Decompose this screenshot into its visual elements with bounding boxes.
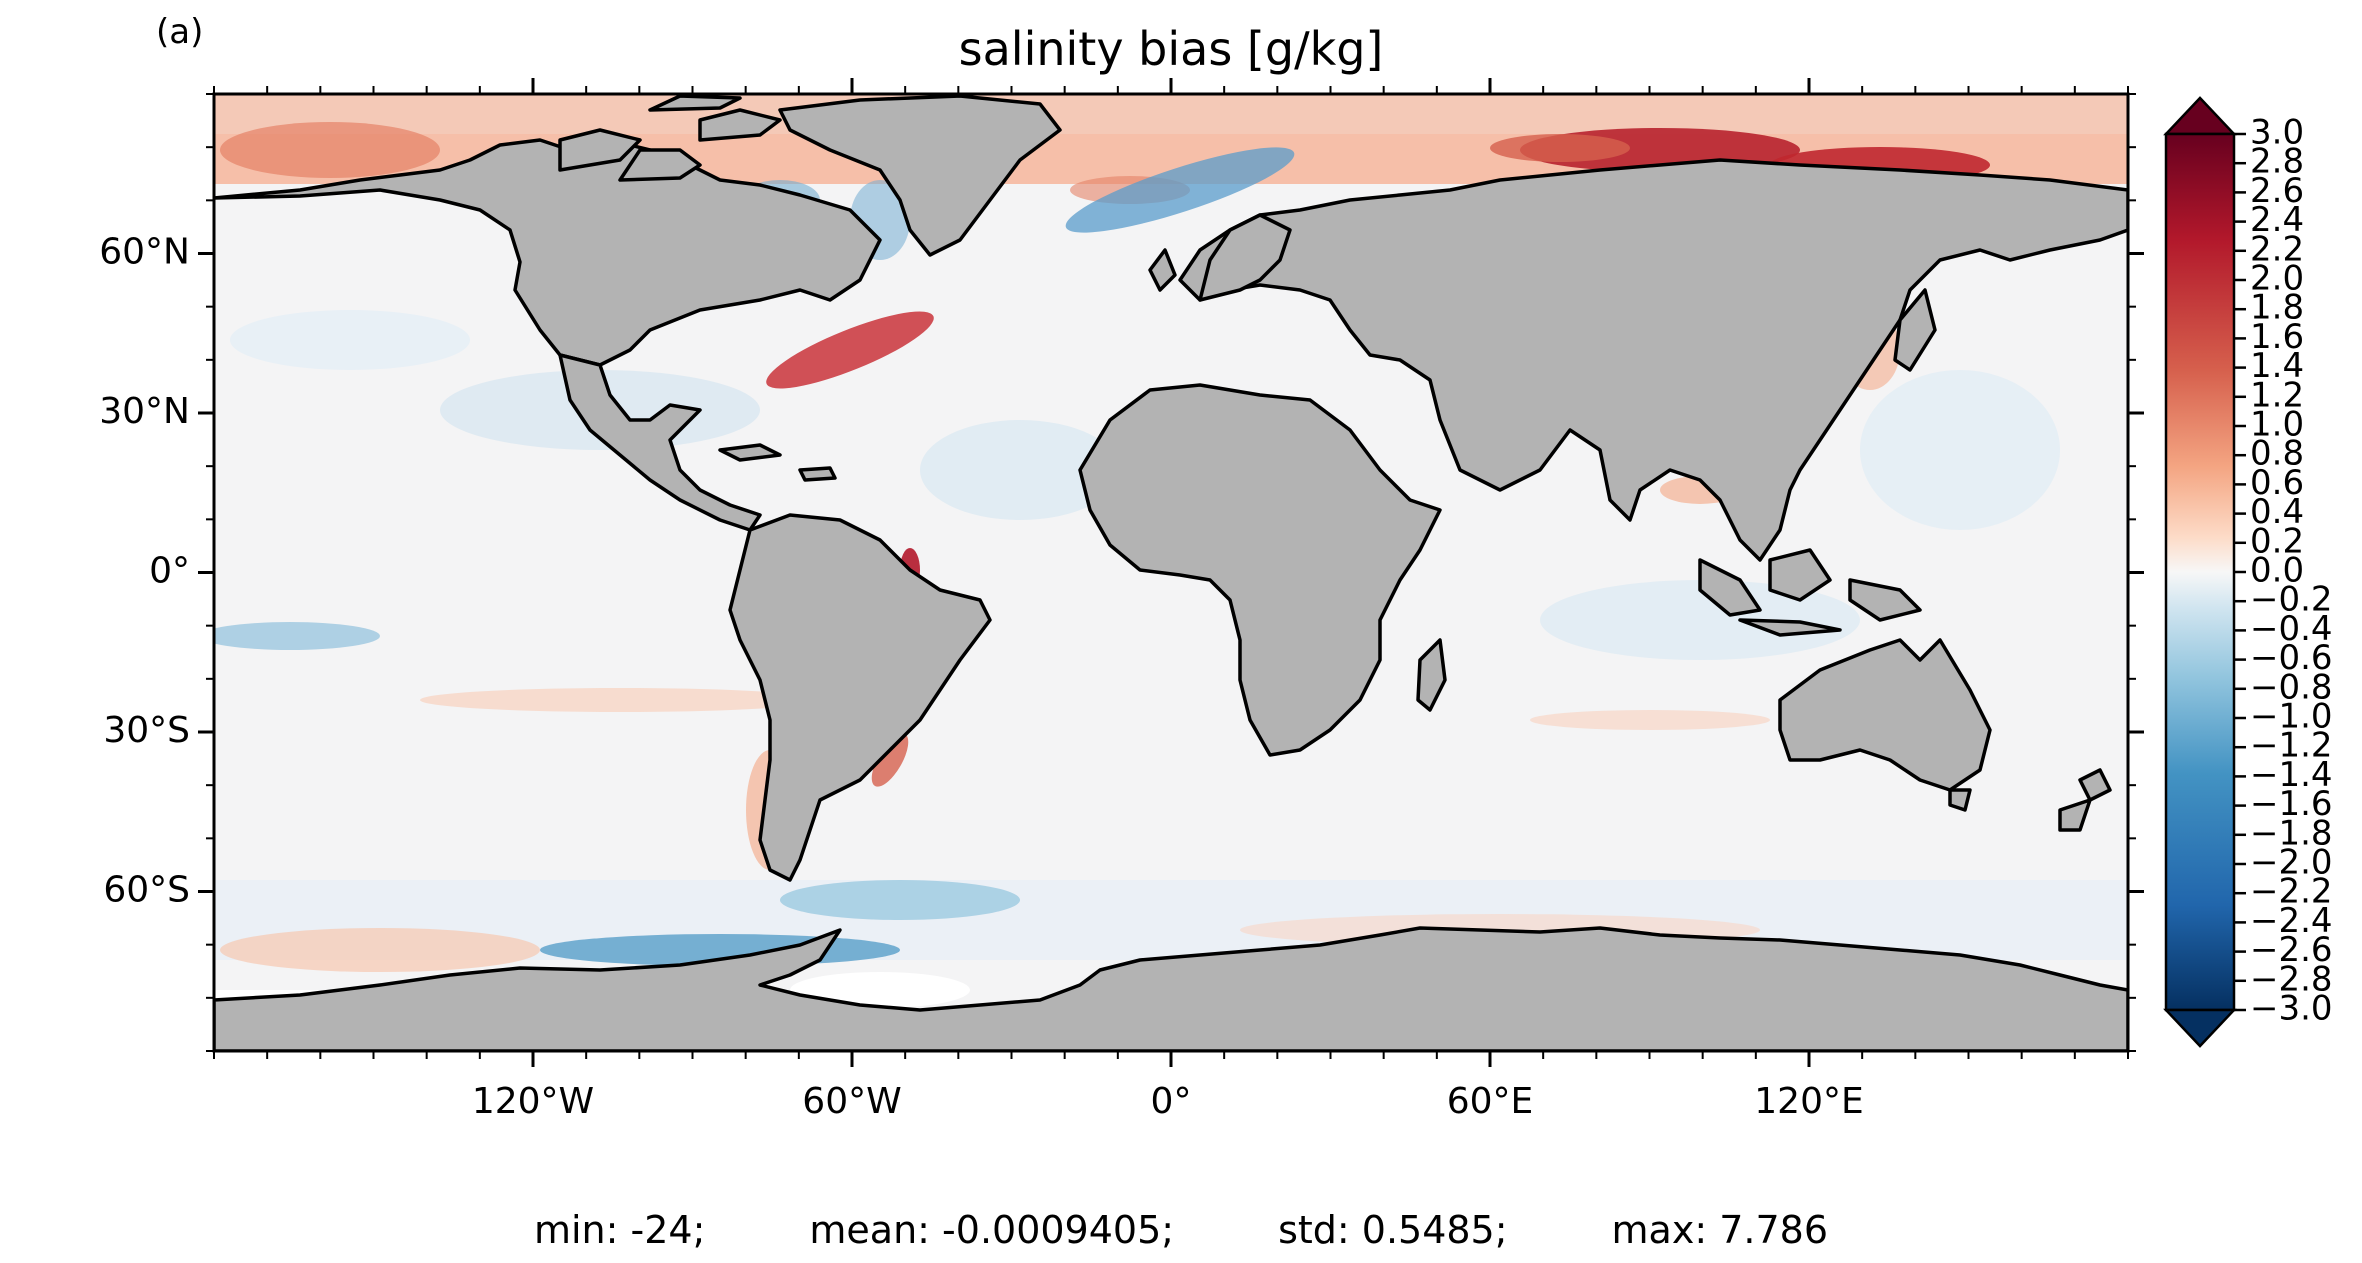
colorbar-tick-label: −2.2: [2250, 872, 2333, 912]
landmass-australia: [1778, 638, 1992, 792]
colorbar-tick-label: 2.2: [2250, 229, 2304, 269]
colorbar-tick-label: −1.6: [2250, 784, 2333, 824]
colorbar-tick-label: −1.4: [2250, 755, 2333, 795]
colorbar-tick-label: −1.8: [2250, 813, 2333, 853]
landmass-scandinavia: [1198, 213, 1292, 302]
colorbar-tick-label: 2.8: [2250, 142, 2304, 182]
colorbar-tick-label: −0.2: [2250, 580, 2333, 620]
colorbar-tick-label: −0.4: [2250, 609, 2333, 649]
colorbar-tick-label: 2.4: [2250, 200, 2304, 240]
colorbar-tick-label: 2.0: [2250, 259, 2304, 299]
lon-tick-label: 120°W: [472, 1081, 594, 1122]
colorbar-tick-label: 1.2: [2250, 375, 2304, 415]
stat-mean: mean: -0.0009405;: [809, 1208, 1175, 1252]
landmass-antarctica: [214, 926, 2128, 1051]
axis-tick-labels: 120°W 60°W 0° 60°E 120°E 60°N 30°N 0° 30°S 60°S: [99, 232, 1863, 1123]
colorbar-tick-label: −0.8: [2250, 667, 2333, 707]
map-title: salinity bias [g/kg]: [958, 22, 1384, 76]
colorbar-tick-label: −3.0: [2250, 989, 2333, 1029]
colorbar-tick-label: 0.8: [2250, 434, 2304, 474]
colorbar-tick-label: −1.2: [2250, 726, 2333, 766]
colorbar-tick-label: −2.4: [2250, 901, 2333, 941]
landmass-eurasia: [1178, 158, 2128, 562]
colorbar-body: [2164, 132, 2236, 1012]
lon-tick-label: 0°: [1151, 1081, 1192, 1122]
colorbar-tick-label: 0.2: [2250, 521, 2304, 561]
lat-tick-label: 60°S: [103, 870, 190, 911]
colorbar-extend-high: [2163, 96, 2237, 136]
colorbar-tick-label: 1.0: [2250, 405, 2304, 445]
stats-line: min: -24; mean: -0.0009405; std: 0.5485; ma…: [0, 1208, 2362, 1252]
landmass-north-america: [214, 138, 882, 367]
stat-min: min: -24;: [533, 1208, 706, 1252]
lat-tick-label: 30°N: [99, 391, 190, 432]
colorbar-tick-label: −2.0: [2250, 843, 2333, 883]
land-masses: [214, 94, 2128, 1051]
bias-field: [214, 94, 2128, 1020]
lat-tick-label: 30°S: [103, 710, 190, 751]
landmass-africa: [1078, 383, 1442, 757]
lon-tick-label: 60°W: [802, 1081, 901, 1122]
colorbar-tick-label: 1.8: [2250, 288, 2304, 328]
landmass-south-america: [728, 513, 992, 882]
colorbar-tick-label: 0.4: [2250, 492, 2304, 532]
lon-tick-label: 60°E: [1447, 1081, 1534, 1122]
colorbar-tick-label: −0.6: [2250, 638, 2333, 678]
colorbar-tick-label: 0.0: [2250, 551, 2304, 591]
colorbar-tick-label: 1.6: [2250, 317, 2304, 357]
landmass-greenland: [778, 94, 1062, 257]
stat-max: max: 7.786: [1611, 1208, 1828, 1252]
lon-tick-label: 120°E: [1754, 1081, 1863, 1122]
lat-tick-label: 60°N: [99, 232, 190, 273]
axis-ticks: [198, 78, 2144, 1067]
colorbar-ticks: 3.02.82.62.42.22.01.81.61.41.21.00.80.60…: [2234, 113, 2333, 1029]
colorbar-tick-label: 1.4: [2250, 346, 2304, 386]
stat-std: std: 0.5485;: [1278, 1208, 1508, 1252]
lat-tick-label: 0°: [149, 551, 190, 592]
colorbar-extend-low: [2163, 1008, 2237, 1048]
landmass-canadian-archipelago: [618, 148, 702, 182]
colorbar-tick-label: −1.0: [2250, 697, 2333, 737]
landmass-central-america: [558, 353, 762, 532]
colorbar-tick-label: 3.0: [2250, 113, 2304, 153]
colorbar-tick-label: 2.6: [2250, 171, 2304, 211]
colorbar-tick-label: 0.6: [2250, 463, 2304, 503]
colorbar-tick-label: −2.6: [2250, 930, 2333, 970]
panel-label: (a): [156, 12, 204, 52]
colorbar: 3.02.82.62.42.22.01.81.61.41.21.00.80.60…: [2163, 96, 2333, 1048]
colorbar-tick-label: −2.8: [2250, 959, 2333, 999]
